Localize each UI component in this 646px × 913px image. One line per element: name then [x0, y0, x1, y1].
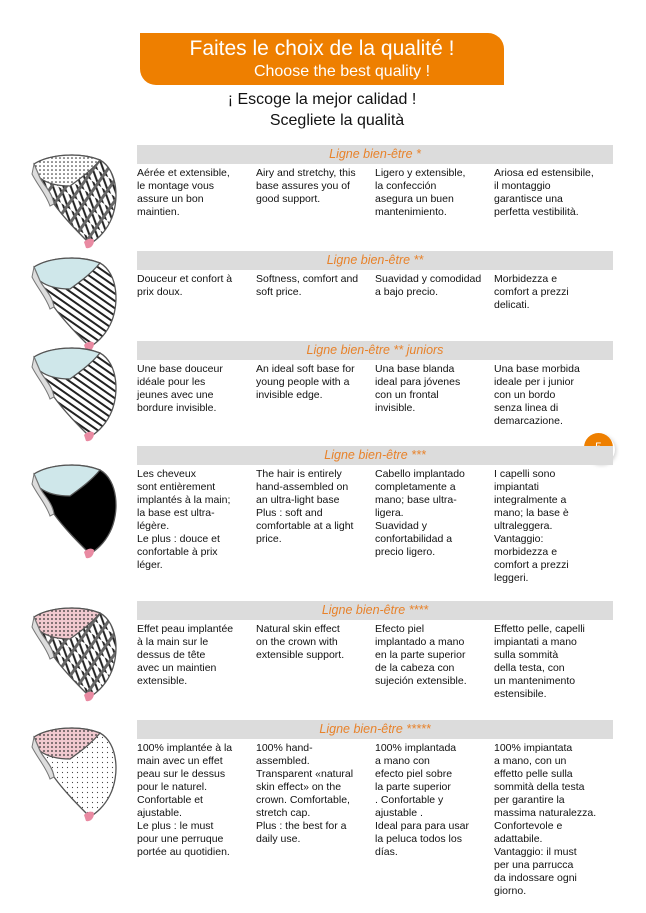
description-en: 100% hand- assembled. Transparent «natur… [256, 742, 354, 845]
description-en: An ideal soft base for young people with… [256, 363, 355, 401]
description-en: The hair is entirely hand-assembled on a… [256, 468, 354, 545]
wig-cap-illustration [30, 725, 120, 825]
title-en: Choose the best quality ! [253, 63, 431, 80]
description-it: I capelli sono impiantati integralmente … [494, 468, 569, 584]
wig-cap-illustration [30, 605, 120, 705]
description-es: Cabello implantado completamente a mano;… [375, 468, 465, 558]
description-fr: Les cheveux sont entièrement implantés à… [137, 468, 231, 571]
description-es: Suavidad y comodidad a bajo precio. [375, 273, 482, 298]
description-es: Ligero y extensible, la confección asegu… [375, 167, 466, 218]
description-it: Morbidezza e comfort a prezzi delicati. [494, 273, 569, 311]
description-es: 100% implantada a mano con efecto piel s… [375, 742, 469, 858]
title-it: Scegliete la qualità [269, 112, 405, 129]
title-es: ¡ Escoge la mejor calidad ! [227, 91, 417, 108]
wig-cap-illustration [30, 345, 120, 445]
section-ligne-3: Ligne bien-être ** juniors Une base douce… [137, 341, 613, 428]
section-ligne-4: Ligne bien-être *** Les cheveux sont enti… [137, 446, 613, 585]
description-es: Una base blanda ideal para jóvenes con u… [375, 363, 461, 414]
wig-cap-illustration [30, 152, 120, 252]
wig-cap-illustration [30, 255, 120, 355]
description-it: 100% impiantata a mano, con un effetto p… [494, 742, 597, 897]
section-ligne-2: Ligne bien-être ** Douceur et confort à p… [137, 251, 613, 312]
description-fr: Aérée et extensible, le montage vous ass… [137, 167, 230, 218]
title-fr: Faites le choix de la qualité ! [189, 37, 455, 60]
section-header: Ligne bien-être **** [137, 601, 613, 620]
section-ligne-1: Ligne bien-être * Aérée et extensible, le… [137, 145, 613, 219]
description-it: Una base morbida ideale per i junior con… [494, 363, 580, 427]
description-it: Ariosa ed estensibile, il montaggio gara… [494, 167, 594, 218]
description-fr: Effet peau implantée à la main sur le de… [137, 623, 234, 687]
section-header: Ligne bien-être * [137, 145, 613, 164]
description-it: Effetto pelle, capelli impiantati a mano… [494, 623, 585, 700]
section-ligne-5: Ligne bien-être **** Effet peau implantée… [137, 601, 613, 701]
description-en: Airy and stretchy, this base assures you… [256, 167, 356, 205]
section-header: Ligne bien-être ***** [137, 720, 613, 739]
description-en: Softness, comfort and soft price. [256, 273, 359, 298]
wig-cap-illustration [30, 462, 120, 562]
section-header: Ligne bien-être ** juniors [137, 341, 613, 360]
section-header: Ligne bien-être *** [137, 446, 613, 465]
description-en: Natural skin effect on the crown with ex… [256, 623, 345, 661]
description-es: Efecto piel implantado a mano en la part… [375, 623, 467, 687]
description-fr: 100% implantée à la main avec un effet p… [137, 742, 233, 858]
description-fr: Une base douceur idéale pour les jeunes … [137, 363, 223, 414]
section-header: Ligne bien-être ** [137, 251, 613, 270]
description-fr: Douceur et confort à prix doux. [137, 273, 233, 298]
section-ligne-6: Ligne bien-être ***** 100% implantée à la… [137, 720, 613, 898]
title-banner: Faites le choix de la qualité ! Choose t… [140, 33, 504, 85]
